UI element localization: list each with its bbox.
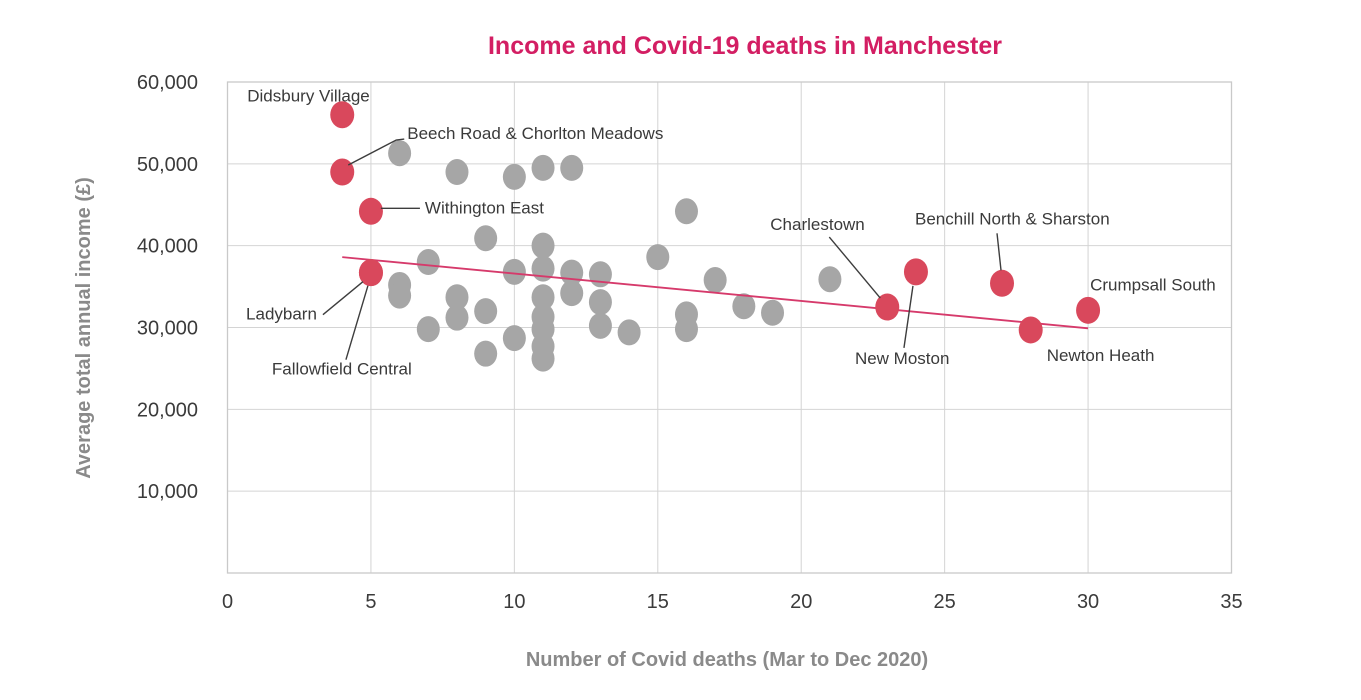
x-tick-label: 35 bbox=[1220, 591, 1242, 613]
data-point bbox=[674, 316, 698, 343]
data-point bbox=[531, 284, 555, 311]
highlighted-point bbox=[358, 259, 383, 287]
annotation-label: Withington East bbox=[425, 198, 544, 217]
data-point bbox=[416, 249, 440, 276]
trend-line bbox=[342, 256, 1089, 330]
data-point bbox=[531, 345, 555, 372]
y-tick-label: 30,000 bbox=[137, 318, 198, 340]
y-tick-label: 60,000 bbox=[137, 72, 198, 94]
annotation-label: Benchill North & Sharston bbox=[915, 209, 1110, 228]
trend-line-group bbox=[342, 256, 1089, 330]
data-point bbox=[502, 325, 526, 352]
data-point bbox=[474, 298, 498, 325]
y-axis-title: Average total annual income (£) bbox=[73, 177, 95, 479]
annotation-connector bbox=[347, 138, 405, 166]
data-point bbox=[560, 280, 584, 307]
x-tick-label: 10 bbox=[503, 591, 525, 613]
chart-title: Income and Covid-19 deaths in Manchester bbox=[488, 32, 1002, 60]
annotation-connector bbox=[345, 285, 369, 360]
data-point bbox=[502, 258, 526, 285]
data-point bbox=[617, 319, 641, 346]
highlighted-point bbox=[1018, 316, 1043, 344]
data-point bbox=[588, 289, 612, 316]
x-tick-label: 15 bbox=[647, 591, 669, 613]
x-tick-label: 30 bbox=[1077, 591, 1099, 613]
y-tick-labels: 10,000 20,000 30,000 40,000 50,000 60,000 bbox=[137, 72, 198, 503]
annotation-label: Charlestown bbox=[770, 215, 865, 234]
annotation-label: Ladybarn bbox=[246, 305, 317, 324]
data-point bbox=[703, 267, 727, 294]
data-point bbox=[416, 316, 440, 343]
data-point bbox=[388, 140, 412, 167]
data-point bbox=[818, 266, 842, 293]
data-point bbox=[646, 244, 670, 271]
annotation-label: New Moston bbox=[855, 349, 949, 368]
annotation-label: Fallowfield Central bbox=[272, 360, 412, 379]
data-point bbox=[560, 154, 584, 181]
annotation-connector bbox=[322, 281, 364, 316]
highlighted-point bbox=[875, 293, 900, 321]
highlighted-point bbox=[358, 197, 383, 225]
x-axis-title: Number of Covid deaths (Mar to Dec 2020) bbox=[526, 649, 928, 671]
highlighted-point bbox=[903, 258, 928, 286]
data-point bbox=[531, 232, 555, 259]
highlighted-point bbox=[330, 158, 355, 186]
data-point bbox=[502, 163, 526, 190]
data-point bbox=[388, 282, 412, 309]
y-tick-label: 50,000 bbox=[137, 154, 198, 176]
annotation-connector bbox=[828, 236, 881, 299]
data-point bbox=[531, 154, 555, 181]
y-tick-label: 40,000 bbox=[137, 236, 198, 258]
data-point bbox=[445, 304, 469, 331]
highlighted-point bbox=[330, 101, 355, 129]
x-tick-labels: 0 5 10 15 20 25 30 35 bbox=[222, 591, 1243, 613]
y-tick-label: 20,000 bbox=[137, 399, 198, 421]
scatter-points bbox=[388, 140, 842, 372]
x-tick-label: 25 bbox=[934, 591, 956, 613]
gridlines bbox=[226, 81, 1233, 574]
highlight-points bbox=[330, 101, 1101, 344]
data-point bbox=[474, 225, 498, 252]
data-point bbox=[761, 299, 785, 326]
x-tick-label: 20 bbox=[790, 591, 812, 613]
data-point bbox=[732, 293, 756, 320]
data-point bbox=[445, 284, 469, 311]
annotation-label: Newton Heath bbox=[1047, 346, 1155, 365]
data-point bbox=[474, 340, 498, 367]
y-tick-label: 10,000 bbox=[137, 481, 198, 503]
annotations: Didsbury Village Beech Road & Chorlton Me… bbox=[246, 87, 1216, 379]
plot-border bbox=[226, 81, 1233, 574]
highlighted-point bbox=[990, 269, 1015, 297]
x-tick-label: 0 bbox=[222, 591, 233, 613]
data-point bbox=[445, 159, 469, 186]
highlighted-point bbox=[1076, 296, 1101, 324]
annotation-label: Crumpsall South bbox=[1090, 275, 1216, 294]
data-point bbox=[674, 198, 698, 225]
annotation-label: Beech Road & Chorlton Meadows bbox=[407, 124, 663, 143]
x-tick-label: 5 bbox=[365, 591, 376, 613]
annotation-connector bbox=[903, 285, 914, 348]
annotation-connector bbox=[996, 233, 1002, 271]
annotation-label: Didsbury Village bbox=[247, 87, 370, 106]
data-point bbox=[588, 312, 612, 339]
